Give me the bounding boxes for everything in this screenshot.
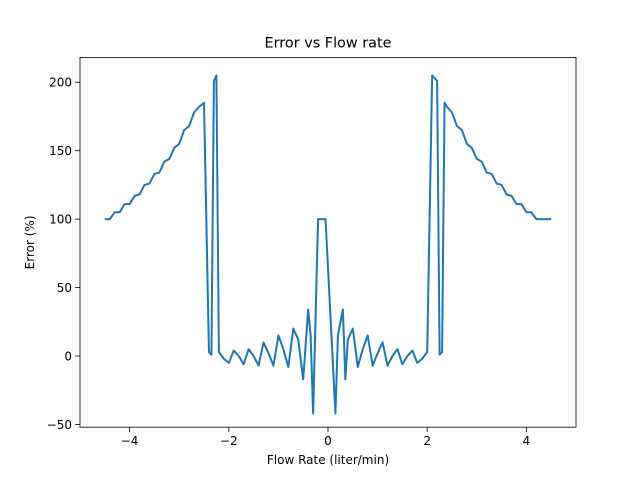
y-axis-title: Error (%) [23, 215, 37, 269]
y-tick-label: 0 [64, 349, 72, 363]
x-tick-label: −4 [121, 434, 139, 448]
x-tick-label: 0 [324, 434, 332, 448]
x-tick-label: 4 [523, 434, 531, 448]
y-tick-label: 200 [49, 76, 72, 90]
y-tick-label: 150 [49, 144, 72, 158]
x-tick-label: −2 [220, 434, 238, 448]
plot-layer [104, 74, 552, 415]
y-ticks: −50 0 50 100 150 200 [47, 76, 80, 432]
y-tick-label: 50 [57, 281, 72, 295]
y-tick-label: 100 [49, 212, 72, 226]
x-ticks: −4 −2 0 2 4 [121, 427, 530, 448]
chart-title: Error vs Flow rate [265, 36, 392, 52]
y-tick-label: −50 [47, 418, 72, 432]
series-line-0 [104, 74, 552, 415]
x-axis-title: Flow Rate (liter/min) [267, 453, 389, 467]
x-tick-label: 2 [423, 434, 431, 448]
